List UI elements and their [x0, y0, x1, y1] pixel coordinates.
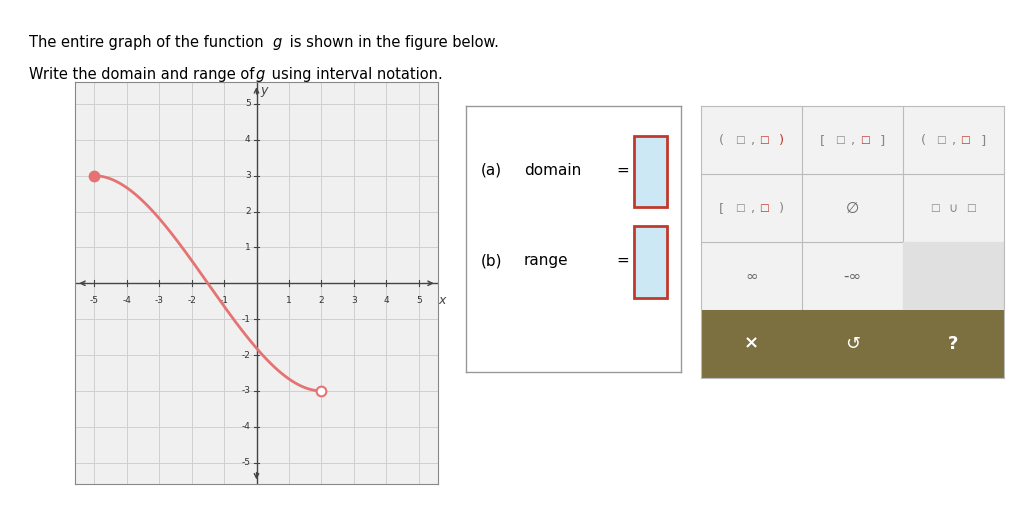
Text: -2: -2 [242, 351, 251, 360]
Text: ,: , [750, 202, 754, 214]
Text: -5: -5 [90, 296, 98, 305]
Text: 1: 1 [245, 243, 251, 252]
Text: y: y [260, 84, 268, 97]
Text: [: [ [719, 202, 724, 214]
Text: is shown in the figure below.: is shown in the figure below. [285, 35, 499, 49]
Text: □: □ [836, 135, 845, 145]
Text: 3: 3 [245, 171, 251, 180]
Text: ]: ] [880, 134, 886, 147]
Text: (b): (b) [481, 253, 503, 268]
Text: -3: -3 [155, 296, 164, 305]
FancyBboxPatch shape [634, 226, 667, 298]
Text: -3: -3 [242, 386, 251, 395]
Text: □: □ [759, 135, 769, 145]
Text: -4: -4 [122, 296, 131, 305]
Text: ,: , [850, 134, 855, 147]
Text: ∅: ∅ [846, 201, 859, 215]
Text: ∞: ∞ [745, 269, 758, 284]
Text: -4: -4 [242, 422, 251, 431]
Text: 5: 5 [245, 99, 251, 109]
Text: The entire graph of the function: The entire graph of the function [29, 35, 268, 49]
Text: ×: × [744, 335, 760, 353]
Text: [: [ [819, 134, 825, 147]
Text: 3: 3 [351, 296, 356, 305]
Bar [903, 242, 1004, 310]
Text: =: = [616, 253, 629, 268]
Text: (: ( [719, 134, 724, 147]
Text: g: g [272, 35, 282, 49]
Text: (a): (a) [481, 163, 502, 178]
Text: ,: , [750, 134, 754, 147]
Text: ]: ] [981, 134, 986, 147]
Text: ?: ? [948, 335, 958, 353]
Text: -∞: -∞ [844, 269, 861, 284]
Text: =: = [616, 163, 629, 178]
Bar [701, 310, 1004, 378]
Text: 5: 5 [416, 296, 422, 305]
Text: -5: -5 [242, 458, 251, 467]
Text: ↺: ↺ [845, 335, 860, 353]
Text: -1: -1 [242, 314, 251, 323]
Text: □: □ [961, 135, 970, 145]
Text: g: g [256, 66, 265, 81]
Text: ∪: ∪ [948, 202, 957, 214]
Text: □: □ [735, 135, 744, 145]
Text: □: □ [936, 135, 946, 145]
Text: -2: -2 [187, 296, 196, 305]
Text: x: x [438, 294, 445, 307]
Text: 4: 4 [384, 296, 389, 305]
Text: ,: , [951, 134, 955, 147]
Text: ): ) [779, 202, 784, 214]
Text: 2: 2 [318, 296, 325, 305]
Text: 4: 4 [245, 135, 251, 144]
Text: □: □ [860, 135, 869, 145]
Text: ): ) [779, 134, 784, 147]
Text: 2: 2 [245, 207, 251, 216]
Text: □: □ [930, 203, 940, 213]
Text: using interval notation.: using interval notation. [267, 66, 443, 81]
Text: range: range [524, 253, 568, 268]
Text: □: □ [967, 203, 976, 213]
Text: □: □ [759, 203, 769, 213]
Text: -1: -1 [219, 296, 228, 305]
Text: domain: domain [524, 163, 582, 178]
FancyBboxPatch shape [634, 136, 667, 207]
Text: 1: 1 [286, 296, 292, 305]
Text: (: ( [921, 134, 926, 147]
Text: Write the domain and range of: Write the domain and range of [29, 66, 259, 81]
Text: □: □ [735, 203, 744, 213]
